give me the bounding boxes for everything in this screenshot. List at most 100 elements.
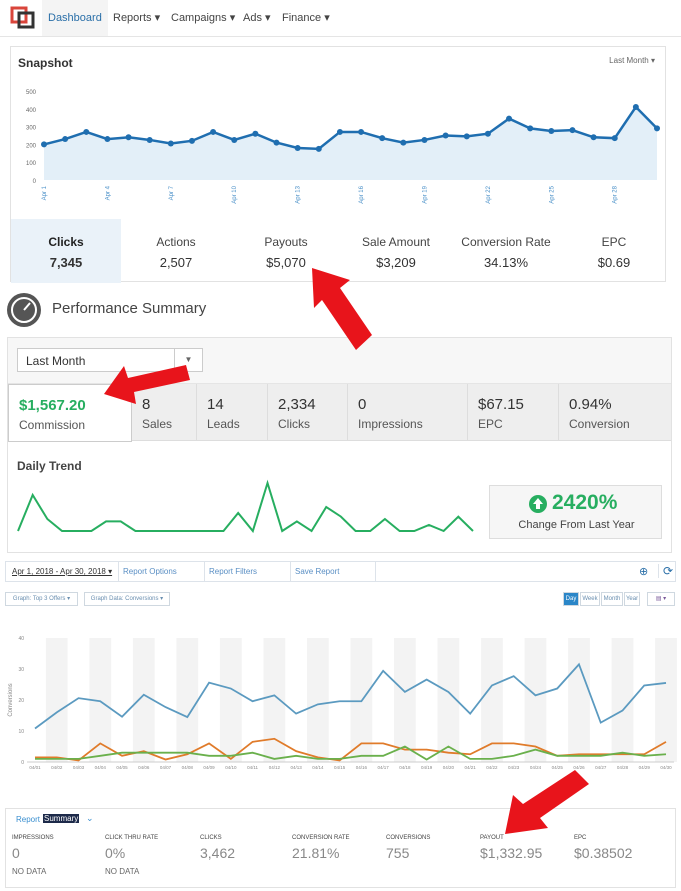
x-tick-label: Apr 22 — [486, 185, 492, 203]
x-tick-label: 04/27 — [595, 765, 607, 770]
data-point — [62, 136, 69, 143]
x-tick-label: 04/08 — [182, 765, 194, 770]
summary-header: CONVERSION RATE — [292, 835, 350, 841]
top-nav: Dashboard Reports ▾ Campaigns ▾ Ads ▾ Fi… — [0, 0, 681, 37]
logo[interactable] — [10, 6, 36, 32]
stat-value: $5,070 — [266, 255, 306, 270]
x-tick-label: 04/03 — [73, 765, 85, 770]
stat-value: $0.69 — [597, 255, 631, 270]
data-point — [294, 144, 301, 151]
graph-data-dropdown[interactable]: Graph Data: Conversions ▾ — [84, 592, 170, 606]
x-tick-label: 04/06 — [138, 765, 150, 770]
x-tick-label: 04/25 — [552, 765, 564, 770]
x-tick-label: 04/09 — [203, 765, 215, 770]
period-week[interactable]: Week — [580, 592, 600, 606]
band — [437, 638, 460, 762]
chevron-down-icon[interactable]: ⌄ — [86, 813, 94, 823]
data-point — [125, 134, 132, 141]
data-point — [400, 139, 407, 146]
data-point — [358, 128, 365, 135]
report-label: Report — [16, 815, 41, 824]
conversions-chart: 0 10 20 30 40 Conversions 04/01 04/02 04/03 04/04… — [8, 636, 677, 770]
y-tick-label: 30 — [18, 667, 24, 673]
data-point — [210, 128, 217, 135]
x-tick-label: 04/15 — [334, 765, 346, 770]
stat-conversion-rate[interactable]: Conversion Rate 34.13% — [451, 219, 561, 283]
x-tick-label: 04/07 — [160, 765, 172, 770]
stat-clicks[interactable]: Clicks 7,345 — [11, 219, 121, 283]
nav-ads[interactable]: Ads ▾ — [243, 12, 271, 24]
report-options-dropdown[interactable]: Report Options — [118, 562, 202, 581]
period-year[interactable]: Year — [624, 592, 640, 606]
data-point — [315, 145, 322, 152]
date-range-picker[interactable]: Apr 1, 2018 - Apr 30, 2018 ▾ — [12, 567, 113, 576]
data-point — [611, 135, 618, 142]
x-tick-label: 04/30 — [660, 765, 672, 770]
data-point — [273, 139, 280, 146]
stat-label: Impressions — [358, 417, 423, 431]
performance-stats: $1,567.20 Commission 8 Sales 14 Leads 2,334… — [8, 384, 671, 442]
stat-leads[interactable]: 14 Leads — [197, 384, 268, 441]
add-icon[interactable]: ⊕ — [639, 566, 649, 578]
stat-value: $1,567.20 — [19, 397, 86, 414]
report-filters-dropdown[interactable]: Report Filters — [204, 562, 288, 581]
x-tick-label: 04/10 — [225, 765, 237, 770]
period-day[interactable]: Day — [563, 592, 579, 606]
y-tick-label: 300 — [26, 126, 37, 132]
chart-type-icon[interactable]: ▤ ▾ — [647, 592, 675, 606]
x-tick-label: 04/23 — [508, 765, 520, 770]
nav-reports[interactable]: Reports ▾ — [113, 12, 161, 24]
stat-value: 0 — [358, 396, 367, 413]
stat-epc[interactable]: $67.15 EPC — [468, 384, 559, 441]
y-tick-label: 0 — [21, 760, 24, 766]
chevron-down-icon[interactable]: ▼ — [174, 349, 202, 371]
nav-finance[interactable]: Finance ▾ — [282, 12, 330, 24]
band — [394, 638, 416, 762]
stat-actions[interactable]: Actions 2,507 — [121, 219, 231, 283]
area-fill — [44, 107, 657, 180]
graph-offers-dropdown[interactable]: Graph: Top 3 Offers ▾ — [5, 592, 78, 606]
x-tick-label: Apr 4 — [105, 185, 111, 200]
summary-value: 0 — [12, 845, 20, 861]
band — [655, 638, 677, 762]
summary-value: 755 — [386, 845, 410, 861]
x-tick-label: 04/12 — [269, 765, 281, 770]
stat-clicks[interactable]: 2,334 Clicks — [268, 384, 348, 441]
snapshot-range-dropdown[interactable]: Last Month ▾ — [609, 56, 655, 65]
stat-conversion[interactable]: 0.94% Conversion — [559, 384, 671, 441]
period-month[interactable]: Month — [601, 592, 623, 606]
summary-header: CONVERSIONS — [386, 835, 431, 841]
band — [89, 638, 112, 762]
y-tick-label: 500 — [26, 90, 37, 96]
y-tick-label: 100 — [26, 161, 37, 167]
x-tick-label: 04/02 — [51, 765, 63, 770]
band — [45, 638, 68, 762]
series-line — [43, 105, 658, 151]
data-point — [252, 130, 259, 137]
summary-label: Summary — [43, 814, 80, 823]
performance-range-select[interactable]: Last Month ▼ — [17, 348, 203, 372]
stat-sales[interactable]: 8 Sales — [132, 384, 197, 441]
data-point — [569, 127, 576, 134]
stat-epc[interactable]: EPC $0.69 — [561, 219, 667, 283]
y-tick-label: 200 — [26, 143, 37, 149]
save-report-dropdown[interactable]: Save Report — [290, 562, 376, 581]
stat-value: 2,334 — [278, 396, 316, 413]
y-tick-label: 40 — [18, 636, 24, 642]
stat-label: Sales — [142, 417, 173, 431]
y-tick-label: 0 — [33, 179, 37, 185]
data-point — [548, 128, 555, 135]
stat-label: EPC — [478, 417, 503, 431]
stat-label: Conversion — [569, 417, 630, 431]
stat-impressions[interactable]: 0 Impressions — [348, 384, 468, 441]
nav-campaigns[interactable]: Campaigns ▾ — [171, 12, 236, 24]
nav-dashboard[interactable]: Dashboard — [42, 0, 108, 36]
stat-sale-amount[interactable]: Sale Amount $3,209 — [341, 219, 451, 283]
stat-commission[interactable]: $1,567.20 Commission — [8, 384, 132, 442]
summary-header: IMPRESSIONS — [12, 835, 54, 841]
stat-payouts[interactable]: Payouts $5,070 — [231, 219, 341, 283]
refresh-icon[interactable]: ⟳ — [658, 564, 673, 578]
stat-value: 0.94% — [569, 396, 612, 413]
stat-value: 14 — [207, 396, 224, 413]
y-tick-label: 10 — [18, 729, 24, 735]
